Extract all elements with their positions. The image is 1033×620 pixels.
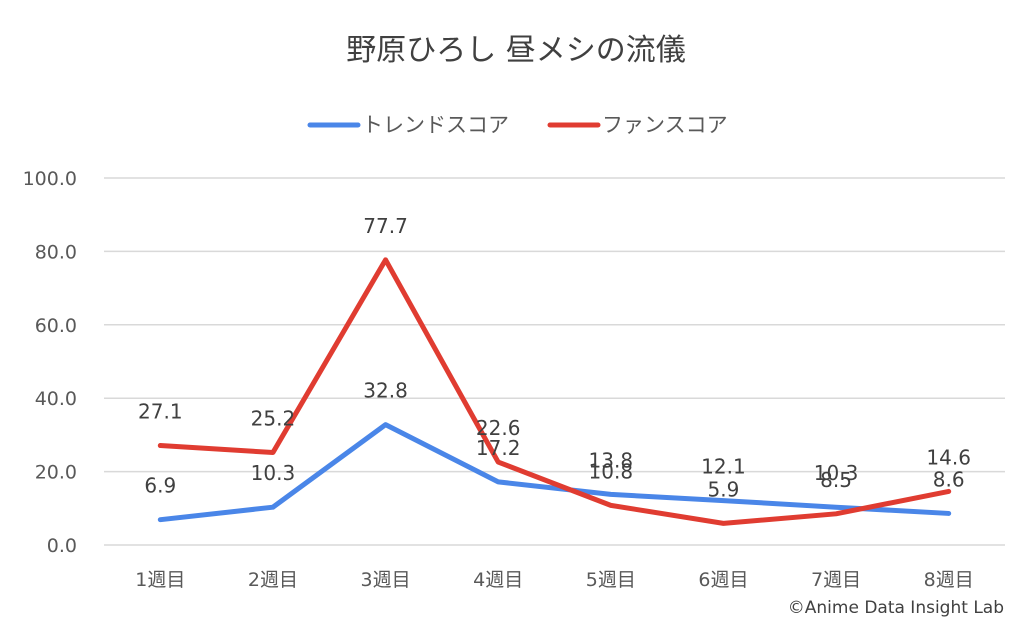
y-tick-label: 100.0 xyxy=(23,168,77,190)
data-label: 5.9 xyxy=(708,477,740,501)
y-tick-label: 60.0 xyxy=(35,315,77,337)
data-label: 25.2 xyxy=(251,407,296,431)
legend: トレンドスコア ファンスコア xyxy=(307,113,728,137)
data-label: 17.2 xyxy=(476,436,521,460)
data-label: 12.1 xyxy=(701,455,746,479)
chart-title: 野原ひろし 昼メシの流儀 xyxy=(346,33,686,68)
legend-label-trend: トレンドスコア xyxy=(362,113,509,137)
series-line-trend xyxy=(157,422,952,523)
x-tick-label: 2週目 xyxy=(248,569,298,591)
x-tick-label: 5週目 xyxy=(586,569,636,591)
data-label: 8.5 xyxy=(820,468,852,492)
data-label: 10.3 xyxy=(251,461,296,485)
data-label: 22.6 xyxy=(476,416,521,440)
y-tick-label: 20.0 xyxy=(35,462,77,484)
x-tick-label: 6週目 xyxy=(698,569,748,591)
data-label: 27.1 xyxy=(138,400,183,424)
data-label: 32.8 xyxy=(363,379,408,403)
y-tick-label: 40.0 xyxy=(35,388,77,410)
data-labels: 6.9 10.3 32.8 17.2 13.8 12.1 10.3 8.6 27.1 25.2 77… xyxy=(138,214,971,502)
data-label: 14.6 xyxy=(926,445,971,469)
series-lines xyxy=(157,257,952,526)
series-line-fan xyxy=(157,257,952,526)
x-tick-label: 1週目 xyxy=(135,569,185,591)
y-axis-ticks: 0.0 20.0 40.0 60.0 80.0 100.0 xyxy=(23,168,77,557)
credit-text: ©Anime Data Insight Lab xyxy=(788,598,1004,618)
legend-label-fan: ファンスコア xyxy=(602,113,728,137)
x-tick-label: 4週目 xyxy=(473,569,523,591)
y-tick-label: 80.0 xyxy=(35,241,77,263)
data-label: 10.3 xyxy=(814,461,859,485)
data-label: 10.8 xyxy=(589,459,634,483)
x-tick-label: 7週目 xyxy=(811,569,861,591)
data-label: 6.9 xyxy=(144,474,176,498)
data-label: 8.6 xyxy=(933,467,965,491)
x-tick-label: 8週目 xyxy=(924,569,974,591)
x-axis-ticks: 1週目 2週目 3週目 4週目 5週目 6週目 7週目 8週目 xyxy=(135,569,973,591)
y-tick-label: 0.0 xyxy=(47,535,77,557)
data-label: 77.7 xyxy=(363,214,408,238)
data-label: 13.8 xyxy=(589,448,634,472)
x-tick-label: 3週目 xyxy=(361,569,411,591)
gridlines xyxy=(104,177,1005,546)
